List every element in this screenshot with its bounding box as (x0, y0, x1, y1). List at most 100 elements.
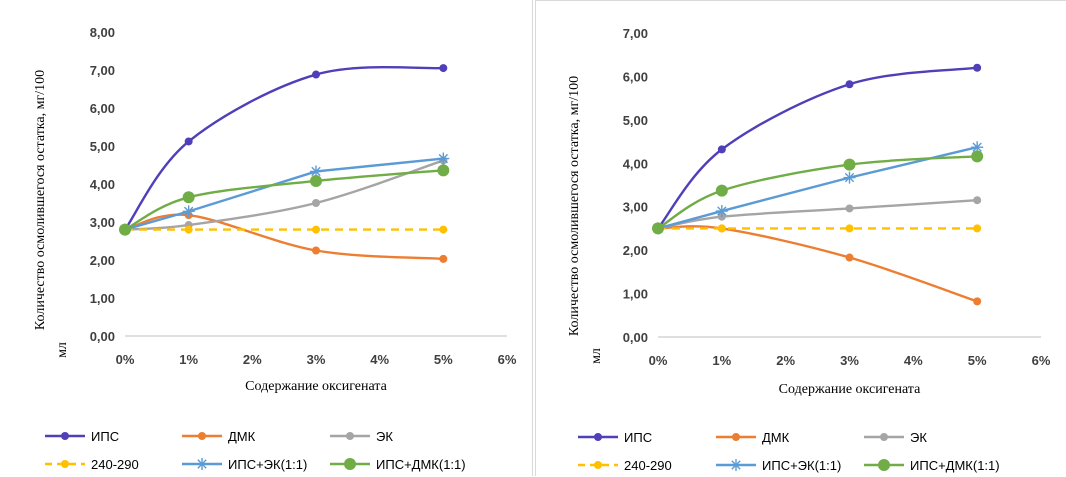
y-tick-label: 7,00 (623, 26, 648, 41)
series-line (657, 199, 978, 230)
data-point (717, 145, 726, 154)
legend-label: ДМК (228, 429, 256, 444)
data-point (310, 174, 322, 187)
data-point (61, 432, 69, 440)
x-tick-label: 6% (1032, 353, 1051, 368)
data-point (119, 223, 131, 236)
legend-label: 240-290 (624, 458, 672, 473)
data-point (845, 204, 854, 213)
series-1 (121, 211, 448, 263)
series-line (124, 65, 444, 231)
chart-panel-left: 0,00 1,00 2,00 3,00 4,00 5,00 6,00 7,00 8,00 0% 1%… (0, 0, 533, 476)
x-tick-label: 4% (370, 352, 389, 367)
data-point (973, 196, 982, 205)
legend-label: ЭК (376, 429, 393, 444)
y-tick-label: 3,00 (90, 215, 115, 230)
x-tick-label: 0% (116, 352, 135, 367)
data-point (196, 458, 208, 470)
y-tick-label: 4,00 (90, 177, 115, 192)
data-point (61, 460, 69, 468)
data-point (878, 459, 890, 471)
data-point (346, 432, 354, 440)
series-0 (121, 64, 448, 234)
data-point (184, 225, 193, 234)
data-point (312, 225, 320, 234)
legend-label: ИПС+ЭК(1:1) (762, 458, 841, 473)
data-point (732, 433, 740, 441)
legend-label: 240-290 (91, 457, 139, 472)
series-line (124, 213, 444, 261)
legend-item: ИПС+ДМК(1:1) (330, 457, 466, 472)
data-point (843, 171, 856, 184)
y-tick-label: 5,00 (623, 113, 648, 128)
data-point (439, 64, 448, 73)
y-tick-label: 4,00 (623, 156, 648, 171)
data-point (439, 225, 448, 234)
series-5 (119, 164, 450, 236)
legend: ИПС ДМК ЭК 240-290 ИПС+ЭК(1:1) ИПС+ДМК(1:1) (578, 430, 1000, 473)
y-tick-label: 1,00 (90, 291, 115, 306)
data-point (594, 461, 602, 469)
legend-item: ИПС (578, 430, 652, 445)
x-axis-title: Содержание оксигената (245, 379, 387, 394)
y-tick-label: 6,00 (623, 69, 648, 84)
legend-label: ИПС (91, 429, 119, 444)
series-line (657, 146, 978, 230)
y-tick-label: 2,00 (90, 253, 115, 268)
x-tick-label: 4% (904, 353, 923, 368)
x-tick-label: 6% (498, 352, 517, 367)
series-line (657, 225, 978, 303)
chart-left: 0,00 1,00 2,00 3,00 4,00 5,00 6,00 7,00 8,00 0% 1%… (33, 25, 517, 472)
data-point (344, 458, 356, 470)
series-line (657, 66, 978, 230)
y-tick-label: 8,00 (90, 25, 115, 40)
data-point (652, 222, 664, 235)
data-point (439, 254, 448, 263)
data-point (184, 137, 193, 146)
legend-item: ИПС (45, 429, 119, 444)
data-point (182, 191, 195, 204)
x-tick-label: 2% (776, 353, 795, 368)
series-1 (654, 224, 982, 306)
legend-item: ДМК (716, 430, 790, 445)
y-tick-label: 7,00 (90, 63, 115, 78)
data-point (717, 224, 726, 233)
data-point (973, 224, 982, 233)
series-line (124, 159, 444, 231)
y-tick-label: 6,00 (90, 101, 115, 116)
legend-label: ЭК (910, 430, 927, 445)
chart-right: 0,00 1,00 2,00 3,00 4,00 5,00 6,00 7,00 0% 1% 2% 3%… (567, 26, 1051, 473)
data-point (715, 184, 728, 197)
data-point (437, 152, 450, 165)
legend-item: ДМК (182, 429, 256, 444)
x-tick-label: 3% (307, 352, 326, 367)
x-axis-title: Содержание оксигената (779, 382, 921, 397)
y-tick-label: 3,00 (623, 200, 648, 215)
legend-label: ИПС+ДМК(1:1) (910, 458, 1000, 473)
chart-panel-right: 0,00 1,00 2,00 3,00 4,00 5,00 6,00 7,00 0% 1% 2% 3%… (535, 0, 1066, 476)
legend: ИПС ДМК ЭК 240-290 ИПС+ЭК(1:1) ИПС+ДМК(1:1) (45, 429, 466, 472)
series-0 (654, 63, 982, 233)
series-line (657, 155, 978, 230)
data-point (437, 164, 450, 177)
data-point (971, 150, 984, 163)
series-line (124, 169, 444, 231)
legend-item: 240-290 (45, 457, 139, 472)
data-point (182, 205, 195, 218)
data-point (973, 63, 982, 72)
data-point (973, 297, 982, 306)
y-tick-label: 2,00 (623, 243, 648, 258)
data-point (198, 432, 206, 440)
y-tick-label: 0,00 (90, 329, 115, 344)
y-axis-title: Количество осмолившегося остатка, мг/100… (567, 76, 604, 364)
legend-item: ИПС+ЭК(1:1) (716, 458, 841, 473)
y-tick-label: 0,00 (623, 330, 648, 345)
legend-item: ИПС+ЭК(1:1) (182, 457, 307, 472)
x-tick-label: 1% (712, 353, 731, 368)
legend-label: ДМК (762, 430, 790, 445)
data-point (312, 199, 320, 207)
data-point (843, 158, 856, 171)
series-line (124, 157, 444, 231)
data-point (845, 80, 854, 89)
x-tick-label: 2% (243, 352, 262, 367)
